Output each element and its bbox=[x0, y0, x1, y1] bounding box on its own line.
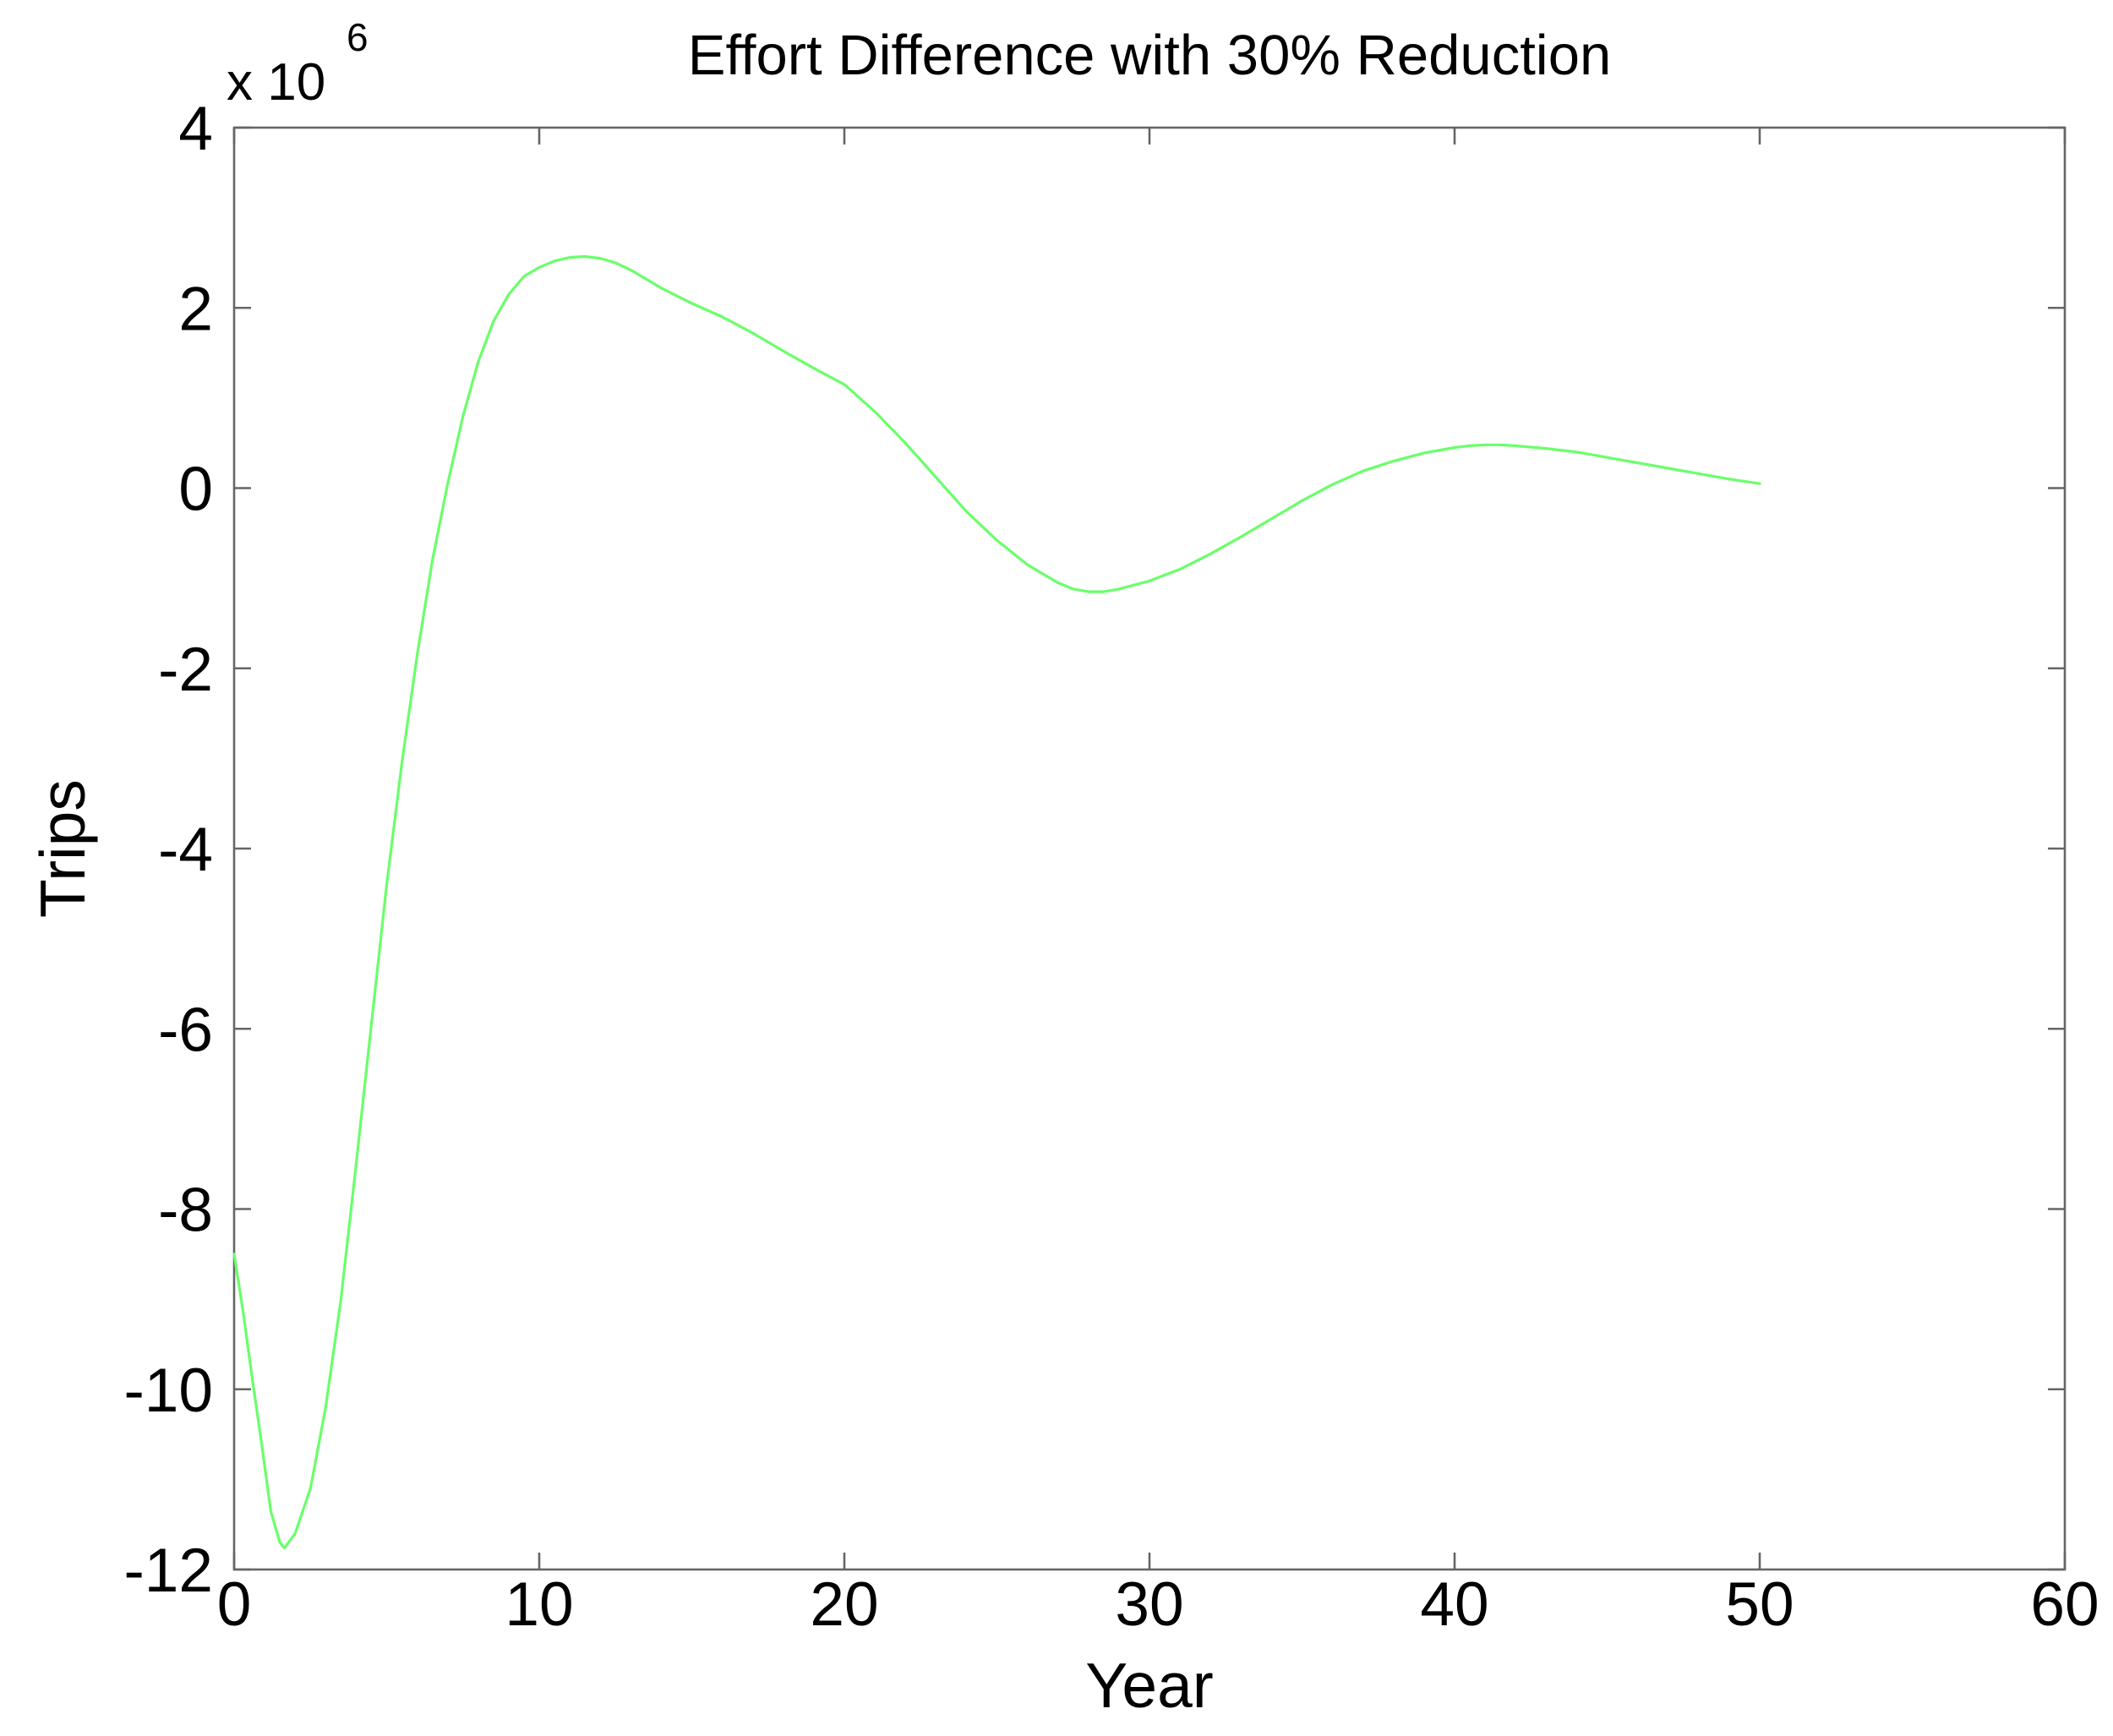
x-tick-label: 30 bbox=[1115, 1570, 1183, 1639]
y-axis-label: Trips bbox=[27, 779, 98, 918]
chart-title: Effort Difference with 30% Reduction bbox=[688, 24, 1611, 87]
y-axis-exponent: x 10 6 bbox=[227, 15, 369, 112]
y-tick-label: -10 bbox=[123, 1357, 213, 1425]
y-tick-label: -6 bbox=[158, 996, 213, 1064]
y-tick-label: 0 bbox=[178, 456, 213, 524]
plot-area bbox=[232, 126, 2067, 1571]
y-tick-label: -4 bbox=[158, 816, 213, 884]
x-tick-label: 60 bbox=[2030, 1570, 2099, 1639]
y-tick-label: 4 bbox=[178, 95, 213, 163]
x-tick-label: 10 bbox=[505, 1570, 573, 1639]
x-axis-label: Year bbox=[1085, 1650, 1214, 1721]
y-tick-label: -12 bbox=[123, 1537, 213, 1605]
y-tick-label: 2 bbox=[178, 275, 213, 343]
effort-difference-line bbox=[232, 254, 1761, 1550]
x-tick-label: 50 bbox=[1725, 1570, 1794, 1639]
y-scale-base-text: x 10 bbox=[227, 53, 325, 112]
x-tick-label: 0 bbox=[217, 1570, 252, 1639]
x-tick-label: 20 bbox=[810, 1570, 878, 1639]
y-tick-label: -8 bbox=[158, 1176, 213, 1245]
y-tick-label: -2 bbox=[158, 636, 213, 704]
x-tick-label: 40 bbox=[1420, 1570, 1488, 1639]
y-scale-exponent-text: 6 bbox=[347, 15, 369, 59]
